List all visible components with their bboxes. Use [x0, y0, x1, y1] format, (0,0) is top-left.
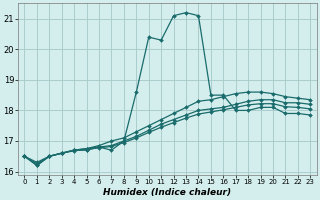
- X-axis label: Humidex (Indice chaleur): Humidex (Indice chaleur): [103, 188, 231, 197]
